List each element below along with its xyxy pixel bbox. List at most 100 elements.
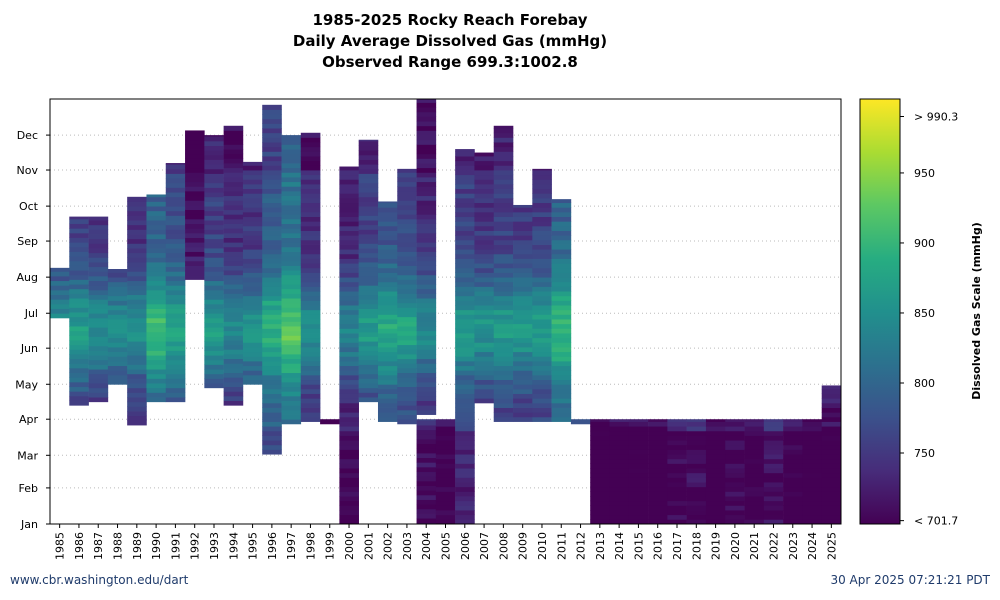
- heatmap-cell: [339, 342, 359, 348]
- heatmap-cell: [69, 246, 89, 252]
- heatmap-cell: [493, 402, 514, 408]
- heatmap-cell: [455, 258, 475, 264]
- heatmap-cell: [821, 496, 842, 502]
- heatmap-cell: [88, 392, 109, 398]
- heatmap-cell: [339, 305, 359, 311]
- heatmap-cell: [204, 266, 224, 272]
- heatmap-cell: [358, 387, 379, 393]
- heatmap-cell: [532, 239, 552, 245]
- heatmap-cell: [416, 288, 437, 294]
- heatmap-cell: [474, 235, 495, 241]
- footer-source-link[interactable]: www.cbr.washington.edu/dart: [10, 573, 189, 587]
- heatmap-cell: [513, 337, 533, 343]
- heatmap-cell: [358, 238, 379, 244]
- heatmap-cell: [262, 300, 282, 306]
- heatmap-cell: [725, 468, 745, 474]
- heatmap-cell: [300, 342, 321, 348]
- heatmap-cell: [300, 142, 321, 148]
- heatmap-cell: [127, 327, 147, 333]
- heatmap-cell: [262, 104, 282, 110]
- heatmap-cell: [493, 211, 514, 218]
- heatmap-cell: [223, 391, 244, 397]
- heatmap-cell: [455, 486, 475, 492]
- heatmap-cell: [416, 107, 437, 113]
- heatmap-cell: [165, 317, 186, 323]
- heatmap-cell: [763, 454, 784, 460]
- heatmap-cell: [474, 221, 495, 227]
- heatmap-cell: [397, 363, 417, 369]
- heatmap-cell: [146, 285, 167, 291]
- heatmap-cell: [281, 181, 302, 187]
- heatmap-cell: [204, 215, 224, 221]
- heatmap-cell: [513, 272, 533, 278]
- heatmap-cell: [821, 458, 842, 464]
- heatmap-cell: [358, 248, 379, 254]
- heatmap-cell: [532, 179, 552, 185]
- heatmap-cell: [416, 476, 437, 482]
- heatmap-cell: [242, 360, 263, 367]
- heatmap-cell: [300, 132, 321, 138]
- heatmap-cell: [339, 505, 359, 511]
- heatmap-cell: [551, 258, 572, 264]
- heatmap-cell: [628, 426, 649, 432]
- chart-subtitle: Daily Average Dissolved Gas (mmHg): [292, 32, 608, 50]
- heatmap-cell: [107, 342, 128, 348]
- heatmap-cell: [358, 196, 379, 202]
- heatmap-cell: [667, 421, 687, 427]
- heatmap-cell: [455, 160, 475, 166]
- heatmap-cell: [667, 486, 687, 492]
- heatmap-cell: [416, 144, 437, 150]
- heatmap-cell: [725, 486, 745, 492]
- heatmap-cell: [416, 363, 437, 369]
- heatmap-cell: [744, 500, 765, 506]
- heatmap-cell: [165, 392, 186, 398]
- heatmap-cell: [397, 293, 417, 299]
- heatmap-cell: [300, 388, 321, 394]
- heatmap-cell: [358, 303, 379, 309]
- heatmap-cell: [281, 218, 302, 224]
- heatmap-cell: [50, 303, 70, 309]
- heatmap-cell: [705, 482, 726, 488]
- heatmap-cell: [705, 500, 726, 506]
- heatmap-cell: [185, 186, 205, 192]
- heatmap-cell: [185, 177, 205, 183]
- heatmap-cell: [165, 355, 186, 361]
- x-tick-label: 2019: [710, 532, 723, 560]
- heatmap-cell: [165, 238, 186, 244]
- heatmap-cell: [802, 519, 822, 525]
- heatmap-cell: [821, 412, 842, 418]
- heatmap-cell: [69, 391, 89, 397]
- heatmap-cell: [165, 397, 186, 403]
- heatmap-cell: [455, 468, 475, 474]
- heatmap-cell: [416, 452, 437, 459]
- heatmap-cell: [281, 270, 302, 276]
- heatmap-cell: [416, 204, 437, 211]
- heatmap-cell: [416, 130, 437, 136]
- heatmap-cell: [300, 286, 321, 292]
- heatmap-cell: [223, 242, 244, 248]
- heatmap-cell: [397, 209, 417, 215]
- heatmap-cell: [339, 174, 359, 180]
- heatmap-cell: [493, 193, 514, 199]
- heatmap-cell: [532, 267, 552, 273]
- x-tick-label: 2016: [652, 532, 665, 560]
- heatmap-cell: [397, 298, 417, 304]
- heatmap-cell: [455, 374, 475, 381]
- heatmap-cell: [358, 378, 379, 384]
- heatmap-cell: [377, 309, 398, 315]
- heatmap-cell: [185, 130, 205, 136]
- heatmap-cell: [416, 420, 437, 426]
- heatmap-cell: [88, 289, 109, 296]
- heatmap-cell: [397, 316, 417, 322]
- heatmap-cell: [204, 280, 224, 286]
- heatmap-cell: [474, 239, 495, 245]
- heatmap-cell: [435, 486, 456, 492]
- heatmap-cell: [435, 463, 456, 469]
- heatmap-cell: [416, 354, 437, 360]
- heatmap-cell: [493, 323, 514, 329]
- heatmap-cell: [397, 200, 417, 206]
- heatmap-cell: [107, 356, 128, 362]
- heatmap-cell: [204, 136, 224, 142]
- heatmap-cell: [397, 168, 417, 173]
- heatmap-cell: [88, 262, 109, 268]
